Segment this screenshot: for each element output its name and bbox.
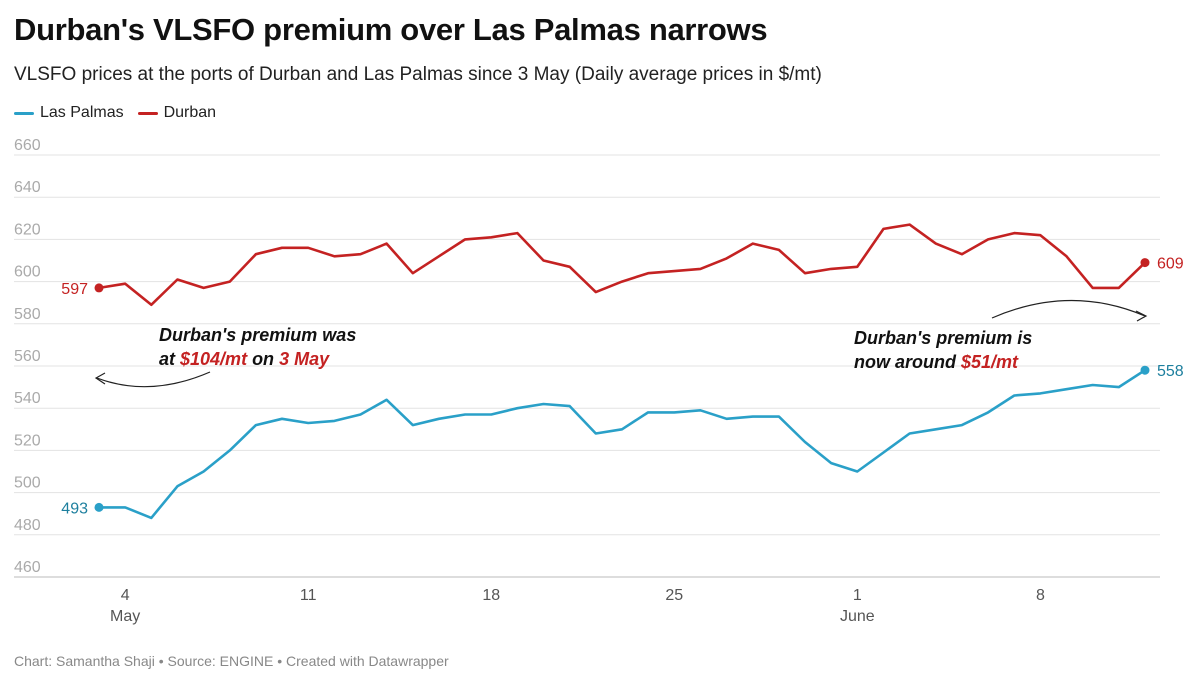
annotation-left-pre: at bbox=[159, 349, 181, 369]
legend: Las Palmas Durban bbox=[14, 104, 216, 122]
y-tick-label-520: 520 bbox=[14, 432, 41, 449]
x-tick-label-18: 18 bbox=[482, 587, 500, 604]
legend-item-las-palmas: Las Palmas bbox=[14, 104, 124, 122]
annotation-arrow-left bbox=[96, 371, 211, 388]
legend-swatch-durban bbox=[137, 111, 158, 115]
legend-label-las-palmas: Las Palmas bbox=[40, 104, 124, 121]
end-label-durban: 609 bbox=[1157, 256, 1184, 273]
annotation-left-line2: at $104/mt on 3 May bbox=[159, 347, 356, 371]
x-tick-sublabel-may: May bbox=[110, 608, 140, 625]
x-tick-label-1: 1 bbox=[853, 587, 862, 604]
end-point-las-palmas bbox=[1140, 365, 1150, 375]
annotation-left: Durban's premium was at $104/mt on 3 May bbox=[159, 323, 356, 371]
legend-item-durban: Durban bbox=[137, 104, 217, 122]
x-tick-sublabel-june: June bbox=[840, 608, 875, 625]
y-tick-label-660: 660 bbox=[14, 137, 41, 154]
chart-title: Durban's VLSFO premium over Las Palmas n… bbox=[14, 12, 768, 47]
annotation-arrows bbox=[94, 299, 1148, 388]
gridlines bbox=[14, 154, 1160, 578]
start-point-las-palmas bbox=[94, 502, 104, 512]
x-tick-label-11: 11 bbox=[300, 587, 317, 604]
y-tick-label-580: 580 bbox=[14, 306, 41, 323]
y-tick-label-560: 560 bbox=[14, 348, 41, 365]
x-tick-label-8: 8 bbox=[1036, 587, 1045, 604]
y-tick-label-500: 500 bbox=[14, 475, 41, 492]
end-label-las-palmas: 558 bbox=[1157, 363, 1184, 380]
annotation-arrowhead-right bbox=[1135, 310, 1148, 322]
legend-label-durban: Durban bbox=[163, 104, 217, 121]
x-tick-label-25: 25 bbox=[665, 587, 683, 604]
annotation-right-line2: now around $51/mt bbox=[854, 350, 1032, 374]
y-tick-label-620: 620 bbox=[14, 221, 41, 238]
end-point-durban bbox=[1140, 258, 1150, 268]
x-tick-label-4: 4 bbox=[121, 587, 130, 604]
chart-footer: Chart: Samantha Shaji • Source: ENGINE •… bbox=[14, 653, 449, 669]
annotation-left-value: $104/mt bbox=[180, 349, 248, 369]
annotation-arrow-right bbox=[991, 299, 1146, 319]
annotation-left-line1: Durban's premium was bbox=[159, 325, 357, 345]
chart-subtitle: VLSFO prices at the ports of Durban and … bbox=[14, 64, 822, 85]
legend-swatch-las-palmas bbox=[14, 111, 34, 115]
y-tick-label-540: 540 bbox=[14, 390, 41, 407]
start-label-durban: 597 bbox=[61, 281, 88, 298]
annotation-left-mid: on bbox=[247, 349, 280, 369]
y-tick-label-640: 640 bbox=[14, 179, 41, 196]
start-point-durban bbox=[94, 283, 104, 293]
y-axis-ticks: 460 480 500 520 540 560 580 600 620 640 660 bbox=[14, 137, 41, 576]
annotation-right: Durban's premium is now around $51/mt bbox=[854, 326, 1032, 374]
annotation-right-pre: now around bbox=[854, 352, 961, 372]
x-axis-ticks: 4 May 11 18 25 1 June 8 bbox=[110, 587, 1045, 625]
annotation-arrowhead-left bbox=[94, 372, 106, 385]
y-tick-label-600: 600 bbox=[14, 264, 41, 281]
y-tick-label-460: 460 bbox=[14, 559, 41, 576]
annotation-right-line1: Durban's premium is bbox=[854, 328, 1033, 348]
annotation-right-value: $51/mt bbox=[961, 352, 1019, 372]
series-line-las-palmas bbox=[97, 368, 1147, 520]
series-line-durban bbox=[97, 223, 1147, 307]
y-tick-label-480: 480 bbox=[14, 517, 41, 534]
annotation-left-date: 3 May bbox=[279, 349, 330, 369]
series-lines: 493 558 597 609 bbox=[61, 223, 1184, 520]
start-label-las-palmas: 493 bbox=[61, 500, 88, 517]
